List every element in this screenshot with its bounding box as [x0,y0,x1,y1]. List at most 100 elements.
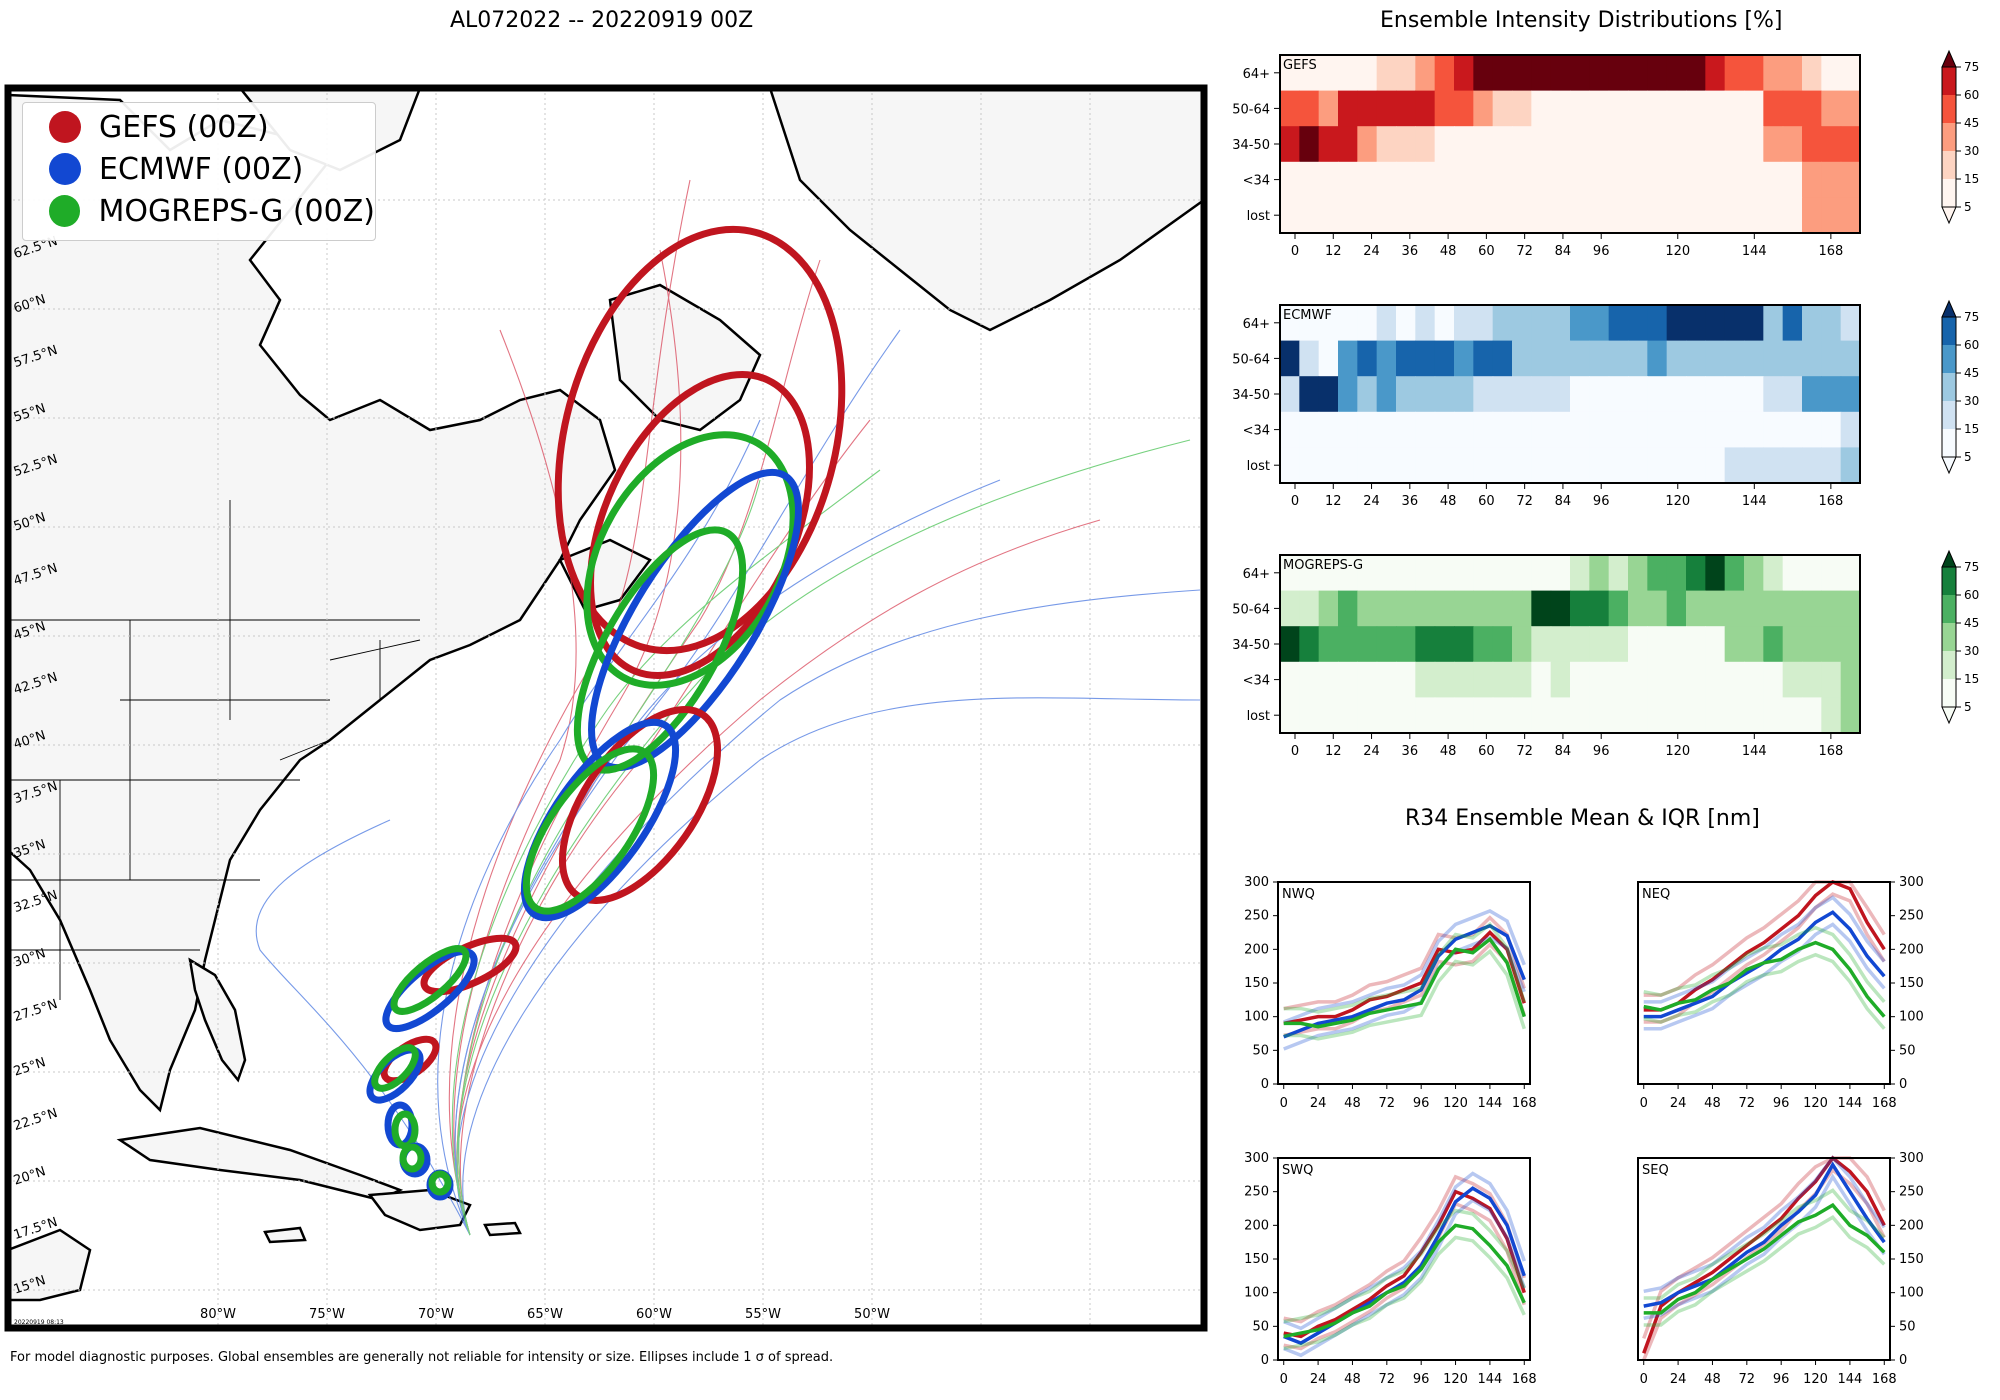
x-tick-label: 48 [1440,494,1457,509]
heatmap-cell [1415,411,1436,448]
row-label: <34 [1243,424,1270,439]
heatmap-cell [1840,340,1861,377]
heatmap-cell [1724,411,1745,448]
heatmap-cell [1570,55,1590,92]
heatmap-cell [1744,305,1764,342]
y-tick-label: 0 [1261,1353,1269,1368]
heatmap-cell [1531,197,1552,234]
y-tick-label: 50 [1899,1319,1916,1334]
x-tick-label: 168 [1872,1096,1897,1111]
heatmap-cell [1647,161,1668,198]
heatmap-cell [1318,661,1339,698]
heatmap-cell [1357,340,1378,377]
colorbar-segment [1942,373,1956,401]
iqr-lower-mogreps-g [1283,948,1526,1041]
r34-panel-neq: NEQ 0 50 100 150 200 250 300 0 24 48 72 96 120 144 168 [1637,875,1924,1111]
x-tick-label: 120 [1803,1372,1828,1387]
heatmap-cell [1608,90,1629,127]
x-tick-label: 168 [1512,1096,1537,1111]
heatmap-cell [1744,661,1764,698]
x-tick-label: 72 [1516,244,1533,259]
heatmap-cell [1570,626,1590,663]
heatmap-cell [1802,661,1822,698]
colorbar-mogreps-g: 5 15 30 45 60 75 [1941,549,1979,725]
heatmap-cell [1492,590,1513,627]
r34-title: R34 Ensemble Mean & IQR [nm] [1405,806,1760,831]
heatmap-cell [1802,126,1822,163]
heatmap-cell [1608,661,1629,698]
lon-label: 80°W [200,1307,236,1322]
heatmap-cell [1744,55,1764,92]
y-tick-label: 50 [1252,1043,1269,1058]
heatmap-cell [1376,376,1397,413]
heatmap-cell [1647,590,1668,627]
colorbar-max-arrow [1941,49,1957,68]
heatmap-cell [1376,126,1397,163]
colorbar-max-arrow [1941,299,1957,318]
heatmap-cell [1763,376,1784,413]
mean-line-mogreps-g [1283,1223,1526,1339]
colorbar-min-arrow [1941,456,1957,475]
heatmap-cell [1840,626,1861,663]
x-tick-label: 24 [1363,494,1380,509]
heatmap-cell [1396,661,1416,698]
x-tick-label: 0 [1291,494,1299,509]
heatmap-cell [1280,411,1300,448]
heatmap-cell [1686,305,1706,342]
heatmap-cell [1802,447,1822,484]
heatmap-cell [1570,697,1590,734]
legend-marker-gefs [49,111,81,143]
x-tick-label: 96 [1413,1096,1430,1111]
heatmap-cell [1705,376,1726,413]
x-tick-label: 0 [1280,1096,1288,1111]
heatmap-cell [1802,305,1822,342]
x-tick-label: 168 [1818,494,1843,509]
lon-label: 75°W [309,1307,345,1322]
heatmap-cell [1280,161,1300,198]
heatmap-cell [1840,411,1861,448]
heatmap-cell [1763,55,1784,92]
heatmap-cell [1821,447,1842,484]
colorbar-tick-label: 60 [1964,338,1979,352]
x-tick-label: 120 [1665,494,1690,509]
heatmap-cell [1396,161,1416,198]
heatmap-cell [1280,340,1300,377]
heatmap-cell [1357,411,1378,448]
colorbar-tick-label: 30 [1964,644,1979,658]
heatmap-cell [1454,305,1474,342]
heatmap-cell [1318,340,1339,377]
heatmap-cell [1763,411,1784,448]
heatmap-cell [1396,555,1416,592]
heatmap-cell [1608,626,1629,663]
colorbar-tick-label: 45 [1964,116,1979,130]
mean-line-gefs [1283,930,1526,1026]
heatmap-cell [1782,161,1803,198]
heatmap-cell [1647,55,1668,92]
heatmap-cell [1666,447,1687,484]
heatmap-cell [1531,55,1552,92]
heatmap-cell [1821,161,1842,198]
heatmap-cell [1647,555,1668,592]
heatmap-cell [1376,90,1397,127]
heatmap-cell [1647,90,1668,127]
heatmap-cell [1492,697,1513,734]
heatmap-cell [1666,697,1687,734]
heatmap-cell [1512,376,1532,413]
quadrant-label: NWQ [1282,887,1315,902]
heatmap-cell [1840,161,1861,198]
y-tick-label: 0 [1261,1077,1269,1092]
heatmap-cell [1396,447,1416,484]
heatmap-cell [1628,411,1648,448]
y-tick-label: 300 [1244,875,1269,890]
heatmap-cell [1821,697,1842,734]
heatmap-cell [1338,626,1358,663]
heatmap-cell [1840,126,1861,163]
heatmap-cell [1821,55,1842,92]
x-tick-label: 144 [1477,1372,1502,1387]
heatmap-cell [1589,447,1610,484]
colorbar-segment [1942,595,1956,623]
mean-line-ecmwf [1643,1161,1886,1308]
heatmap-cell [1415,305,1436,342]
heatmap-cell [1454,626,1474,663]
y-tick-label: 50 [1899,1043,1916,1058]
